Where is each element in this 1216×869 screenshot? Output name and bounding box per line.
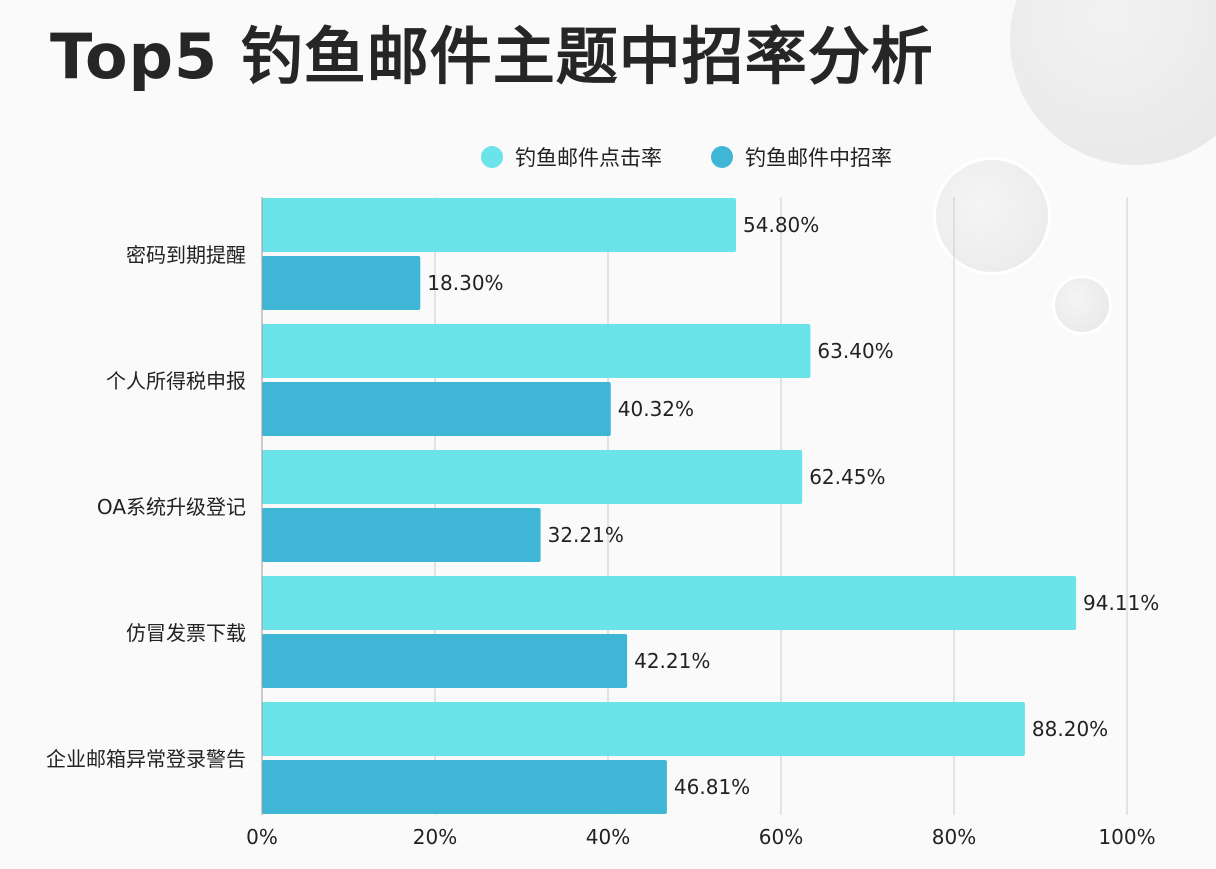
decorative-circle-medium xyxy=(936,160,1048,272)
legend-item-hit-rate: 钓鱼邮件中招率 xyxy=(711,142,892,172)
decorative-circle-small xyxy=(1055,278,1109,332)
category-label: OA系统升级登记 xyxy=(97,495,246,519)
legend-dot-hit-rate xyxy=(711,146,733,168)
data-label: 18.30% xyxy=(427,271,503,295)
data-label: 62.45% xyxy=(809,465,885,489)
bar-hit-rate xyxy=(262,634,628,688)
x-tick-label: 100% xyxy=(1098,825,1155,849)
legend-label-hit-rate: 钓鱼邮件中招率 xyxy=(745,146,892,170)
x-tick-label: 40% xyxy=(586,825,630,849)
bar-hit-rate xyxy=(262,382,611,436)
category-label: 企业邮箱异常登录警告 xyxy=(46,747,246,771)
bar-click-rate xyxy=(262,702,1025,756)
data-label: 46.81% xyxy=(674,775,750,799)
category-label: 密码到期提醒 xyxy=(126,243,246,267)
bar-click-rate xyxy=(262,324,811,378)
x-tick-label: 20% xyxy=(413,825,457,849)
bar-hit-rate xyxy=(262,256,421,310)
data-label: 63.40% xyxy=(817,339,893,363)
data-label: 32.21% xyxy=(548,523,624,547)
data-label: 42.21% xyxy=(634,649,710,673)
data-label: 40.32% xyxy=(618,397,694,421)
page-title: Top5 钓鱼邮件主题中招率分析 xyxy=(50,20,934,93)
legend-dot-click-rate xyxy=(481,146,503,168)
x-tick-label: 0% xyxy=(246,825,278,849)
bar-hit-rate xyxy=(262,760,667,814)
x-tick-label: 60% xyxy=(759,825,803,849)
bar-click-rate xyxy=(262,450,803,504)
data-label: 54.80% xyxy=(743,213,819,237)
category-label: 个人所得税申报 xyxy=(106,369,246,393)
legend-label-click-rate: 钓鱼邮件点击率 xyxy=(515,146,662,170)
data-label: 88.20% xyxy=(1032,717,1108,741)
category-label: 仿冒发票下载 xyxy=(126,621,246,645)
bar-click-rate xyxy=(262,198,737,252)
bar-hit-rate xyxy=(262,508,541,562)
data-label: 94.11% xyxy=(1083,591,1159,615)
x-tick-label: 80% xyxy=(932,825,976,849)
bar-click-rate xyxy=(262,576,1077,630)
legend-item-click-rate: 钓鱼邮件点击率 xyxy=(481,142,662,172)
